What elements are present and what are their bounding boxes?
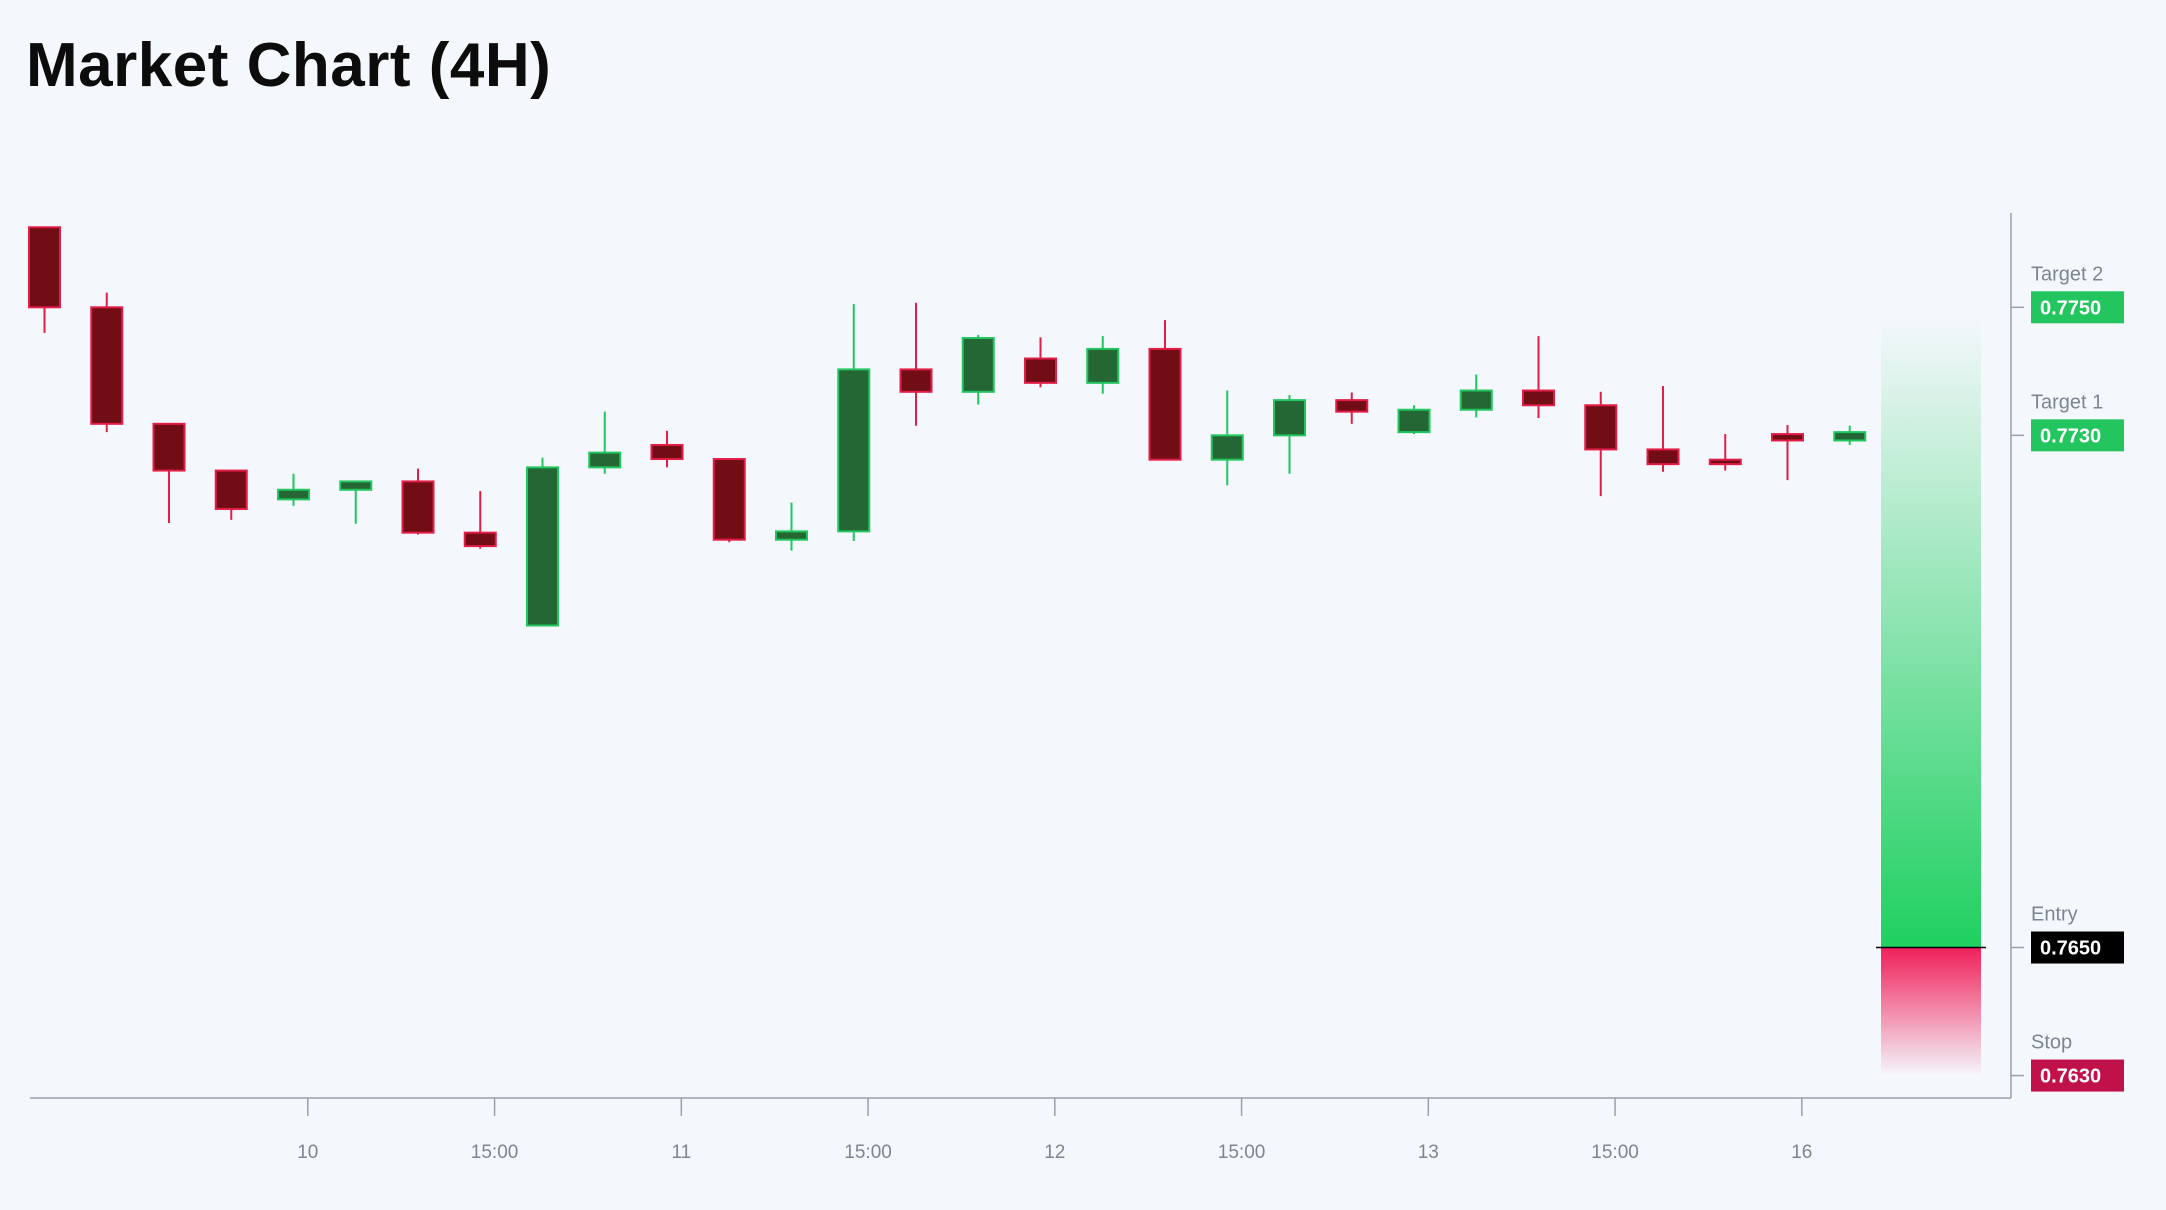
candle-down — [463, 491, 497, 549]
candle-up — [775, 502, 808, 551]
candle-up — [277, 473, 310, 506]
page-title: Market Chart (4H) — [26, 31, 552, 100]
level-name: Target 2 — [2031, 263, 2103, 285]
x-tick-label: 10 — [297, 1142, 318, 1163]
candle-down — [28, 226, 61, 333]
candle-body — [1024, 357, 1057, 384]
candle-down — [1584, 391, 1618, 497]
x-tick-label: 15:00 — [1218, 1142, 1266, 1163]
candle-down — [1024, 337, 1057, 388]
x-tick-label: 16 — [1791, 1142, 1812, 1163]
level-value: 0.7650 — [2040, 938, 2101, 960]
candle-body — [1273, 399, 1306, 437]
candles — [28, 226, 1867, 627]
candle-down — [899, 302, 933, 426]
candle-body — [1646, 448, 1680, 466]
level-badge — [2031, 931, 2124, 964]
candle-body — [463, 531, 497, 548]
level-badge — [2031, 291, 2124, 324]
candle-body — [214, 469, 248, 510]
candle-down — [1148, 320, 1182, 461]
candle-up — [1459, 374, 1493, 418]
candle-down — [1646, 386, 1680, 472]
candle-down — [1335, 392, 1369, 424]
axes: 10 15:00 11 15:00 12 15:00 13 15:00 16 — [30, 213, 2012, 1163]
candle-up — [339, 480, 373, 524]
candle-body — [1086, 347, 1120, 384]
level-name: Target 1 — [2031, 391, 2103, 413]
candle-up — [1086, 336, 1120, 394]
candle-body — [1397, 408, 1431, 434]
level-badge — [2031, 419, 2124, 452]
level-value: 0.7750 — [2040, 297, 2101, 319]
candle-up — [1397, 405, 1431, 435]
candle-body — [28, 226, 61, 309]
candle-up — [1833, 425, 1867, 445]
candle-down — [152, 422, 186, 524]
candle-up — [837, 304, 871, 541]
level-entry: Entry 0.7650 — [2011, 904, 2124, 964]
candle-body — [1459, 389, 1493, 411]
candle-body — [1708, 458, 1742, 466]
candle-body — [775, 530, 808, 541]
candle-body — [712, 458, 746, 541]
candle-up — [588, 411, 622, 474]
price-levels: Target 2 0.7750 Target 1 0.7730 Entry 0.7650 S… — [2011, 263, 2124, 1092]
candle-down — [1708, 434, 1742, 471]
level-name: Stop — [2031, 1032, 2072, 1054]
candle-body — [152, 422, 186, 472]
candle-body — [401, 480, 435, 534]
candle-body — [1833, 431, 1867, 442]
candle-body — [1210, 434, 1244, 461]
candle-body — [588, 451, 622, 469]
loss-zone — [1881, 947, 1981, 1076]
x-tick-label: 15:00 — [471, 1142, 519, 1163]
candle-down — [90, 292, 124, 433]
candle-body — [526, 466, 559, 627]
risk-reward-zone — [1876, 315, 1986, 1076]
level-name: Entry — [2031, 904, 2078, 926]
candle-body — [1522, 389, 1555, 407]
candle-body — [961, 337, 995, 393]
candle-up — [1273, 395, 1306, 474]
candle-body — [650, 443, 684, 461]
candle-body — [1148, 347, 1182, 461]
x-tick-label: 13 — [1418, 1142, 1439, 1163]
x-tick-label: 11 — [671, 1142, 691, 1163]
level-value: 0.7630 — [2040, 1066, 2101, 1088]
candle-body — [1771, 433, 1804, 442]
level-badge — [2031, 1059, 2124, 1092]
candle-body — [1335, 399, 1369, 413]
x-tick-label: 15:00 — [1591, 1142, 1639, 1163]
level-value: 0.7730 — [2040, 425, 2101, 447]
level-stop: Stop 0.7630 — [2011, 1032, 2124, 1092]
level-target-1: Target 1 0.7730 — [2011, 391, 2124, 452]
x-tick-label: 15:00 — [844, 1142, 892, 1163]
candle-down — [401, 468, 435, 535]
candle-down — [1771, 425, 1804, 481]
profit-zone — [1881, 315, 1981, 948]
candle-body — [837, 368, 871, 533]
level-target-2: Target 2 0.7750 — [2011, 263, 2124, 324]
candle-up — [526, 457, 559, 627]
candle-body — [277, 488, 310, 501]
candle-down — [1522, 336, 1555, 419]
candle-down — [712, 458, 746, 543]
x-tick-label: 12 — [1044, 1142, 1065, 1163]
candle-body — [1584, 404, 1618, 451]
candle-down — [214, 469, 248, 520]
candle-body — [899, 368, 933, 393]
candle-body — [339, 480, 373, 491]
candle-up — [1210, 390, 1244, 486]
candle-body — [90, 306, 124, 425]
candle-down — [650, 430, 684, 468]
candle-up — [961, 334, 995, 405]
